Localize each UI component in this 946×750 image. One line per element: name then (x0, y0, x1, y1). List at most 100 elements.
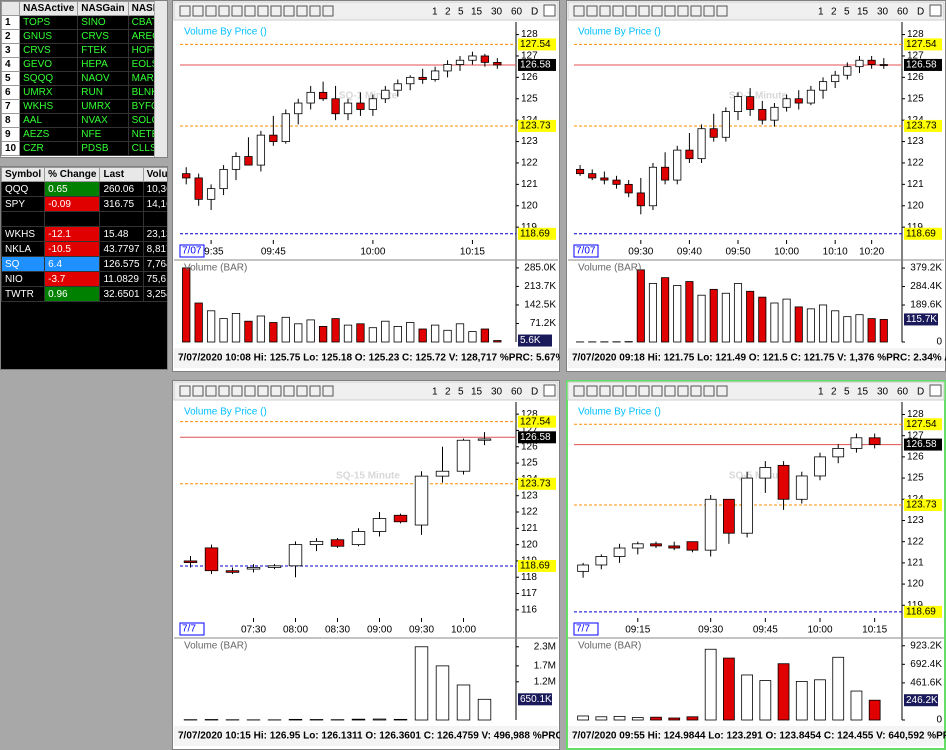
toolbar-button[interactable] (231, 5, 243, 17)
period-button[interactable]: 1 (818, 387, 824, 398)
toolbar-button[interactable] (612, 385, 624, 397)
toolbar-button[interactable] (664, 5, 676, 17)
toolbar-button[interactable] (179, 385, 191, 397)
toolbar-button[interactable] (612, 5, 624, 17)
toolbar-button[interactable] (244, 385, 256, 397)
toolbar-button[interactable] (625, 5, 637, 17)
period-button[interactable]: 1 (818, 7, 824, 18)
toolbar-button[interactable] (218, 5, 230, 17)
period-button[interactable]: 5 (458, 7, 464, 18)
y-tick-label: 127 (907, 430, 924, 441)
toolbar-button[interactable] (599, 5, 611, 17)
toolbar-button[interactable] (205, 5, 217, 17)
scrollbar[interactable] (154, 1, 167, 157)
date-tag (573, 622, 599, 636)
watchlist-row: 3 CRVS FTEK HOFVW (1, 43, 167, 58)
toolbar-button[interactable] (270, 5, 282, 17)
toolbar-button[interactable] (192, 5, 204, 17)
period-button[interactable]: 15 (471, 387, 483, 398)
candle-body (225, 570, 240, 573)
symbol-cell: TOPS (19, 15, 79, 30)
toolbar-button[interactable] (296, 385, 308, 397)
toolbar-button[interactable] (573, 5, 585, 17)
toolbar-button[interactable] (651, 385, 663, 397)
close-button[interactable] (543, 4, 556, 17)
toolbar-button[interactable] (586, 5, 598, 17)
toolbar-button[interactable] (257, 5, 269, 17)
close-button[interactable] (543, 384, 556, 397)
candle-body (879, 64, 888, 66)
toolbar-button[interactable] (322, 385, 334, 397)
toolbar-button[interactable] (638, 5, 650, 17)
period-button[interactable]: 2 (831, 387, 837, 398)
period-button[interactable]: 1 (432, 7, 438, 18)
header-cell: Last (99, 167, 144, 182)
close-button[interactable] (929, 384, 942, 397)
period-button[interactable]: D (917, 7, 924, 18)
period-button[interactable]: 60 (511, 7, 523, 18)
period-button[interactable]: 60 (897, 387, 909, 398)
toolbar-button[interactable] (309, 5, 321, 17)
period-button[interactable]: 60 (511, 387, 523, 398)
toolbar-button[interactable] (638, 385, 650, 397)
toolbar-button[interactable] (309, 385, 321, 397)
period-button[interactable]: 5 (844, 387, 850, 398)
toolbar-button[interactable] (573, 385, 585, 397)
level-label: 123.73 (520, 478, 551, 489)
toolbar-button[interactable] (586, 385, 598, 397)
quote-row[interactable] (1, 211, 167, 227)
period-button[interactable]: 2 (445, 7, 451, 18)
period-button[interactable]: 15 (471, 7, 483, 18)
period-button[interactable]: 2 (445, 387, 451, 398)
toolbar-button[interactable] (599, 385, 611, 397)
period-button[interactable]: 30 (877, 7, 889, 18)
quotes-window: Symbol% ChangeLastVolumeQQQ0.65260.0610,… (0, 166, 168, 370)
toolbar-button[interactable] (296, 5, 308, 17)
period-button[interactable]: 1 (432, 387, 438, 398)
x-tick-label: 09:30 (628, 247, 653, 258)
toolbar-button[interactable] (283, 385, 295, 397)
toolbar-button[interactable] (205, 385, 217, 397)
toolbar-button[interactable] (257, 385, 269, 397)
toolbar-button[interactable] (179, 5, 191, 17)
toolbar-button[interactable] (677, 385, 689, 397)
period-button[interactable]: 30 (491, 387, 503, 398)
toolbar-button[interactable] (270, 385, 282, 397)
period-button[interactable]: 5 (844, 7, 850, 18)
toolbar-button[interactable] (625, 385, 637, 397)
toolbar-button[interactable] (283, 5, 295, 17)
period-button[interactable]: 30 (877, 387, 889, 398)
period-button[interactable]: D (531, 7, 538, 18)
period-button[interactable]: D (917, 387, 924, 398)
toolbar-button[interactable] (231, 385, 243, 397)
period-button[interactable]: 15 (857, 7, 869, 18)
period-button[interactable]: 2 (831, 7, 837, 18)
period-button[interactable]: 60 (897, 7, 909, 18)
toolbar-button[interactable] (244, 5, 256, 17)
period-button[interactable]: 5 (458, 387, 464, 398)
toolbar-button[interactable] (690, 5, 702, 17)
volume-tag (518, 693, 552, 706)
toolbar-button[interactable] (664, 385, 676, 397)
toolbar-button[interactable] (716, 385, 728, 397)
toolbar-button[interactable] (703, 385, 715, 397)
close-button[interactable] (929, 4, 942, 17)
toolbar-button[interactable] (218, 385, 230, 397)
toolbar-button[interactable] (716, 5, 728, 17)
period-button[interactable]: 30 (491, 7, 503, 18)
period-button[interactable]: D (531, 387, 538, 398)
toolbar-button[interactable] (677, 5, 689, 17)
toolbar-button[interactable] (192, 385, 204, 397)
period-button[interactable]: 15 (857, 387, 869, 398)
toolbar-button[interactable] (322, 5, 334, 17)
toolbar-button[interactable] (690, 385, 702, 397)
toolbar-button[interactable] (651, 5, 663, 17)
toolbar-button[interactable] (703, 5, 715, 17)
